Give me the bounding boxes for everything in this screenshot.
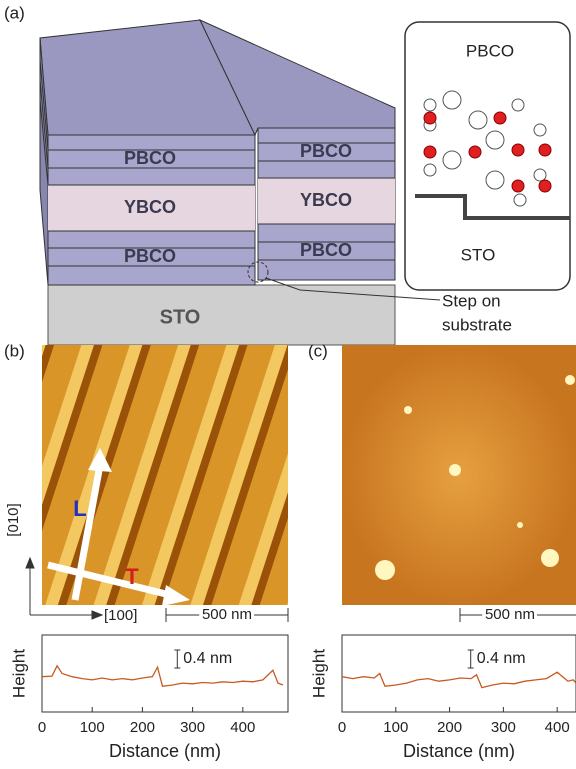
label: PBCO — [124, 246, 176, 266]
label: PBCO — [466, 41, 514, 60]
label: 0.4 nm — [477, 650, 526, 667]
label: Distance (nm) — [109, 741, 221, 761]
label: [100] — [104, 607, 137, 624]
label: PBCO — [300, 141, 352, 161]
label: STO — [160, 306, 201, 328]
label: 400 — [545, 719, 570, 736]
label: [010] — [5, 503, 22, 536]
label: Height — [9, 649, 28, 698]
scale-glyph — [174, 650, 180, 668]
label: 0 — [338, 719, 346, 736]
block — [40, 20, 440, 345]
label: (c) — [308, 341, 328, 360]
label: T — [125, 564, 139, 589]
label: 100 — [383, 719, 408, 736]
label: 500 nm — [485, 606, 535, 623]
label: 500 nm — [202, 606, 252, 623]
label: L — [73, 496, 86, 521]
scale-glyph — [468, 650, 474, 668]
label: Step on — [442, 291, 501, 310]
label: Distance (nm) — [403, 741, 515, 761]
label: PBCO — [124, 148, 176, 168]
label: PBCO — [300, 240, 352, 260]
label: 200 — [437, 719, 462, 736]
label: YBCO — [300, 190, 352, 210]
label: 300 — [180, 719, 205, 736]
label: YBCO — [124, 197, 176, 217]
profile-line — [342, 672, 576, 687]
plot-frame — [342, 635, 576, 712]
label: 200 — [130, 719, 155, 736]
label: 0 — [38, 719, 46, 736]
label: (b) — [4, 341, 25, 360]
label: 100 — [80, 719, 105, 736]
label: Height — [309, 649, 328, 698]
plot-frame — [42, 635, 288, 712]
label: 300 — [491, 719, 516, 736]
label: 400 — [230, 719, 255, 736]
label: (a) — [4, 3, 25, 22]
label: STO — [461, 245, 496, 264]
label: 0.4 nm — [183, 650, 232, 667]
figure: (a) PBCO YBCO PBCO PBCO YBCO PBCO STO PBCO STO Ste… — [0, 0, 576, 769]
profile-line — [42, 666, 283, 687]
label: substrate — [442, 315, 512, 334]
